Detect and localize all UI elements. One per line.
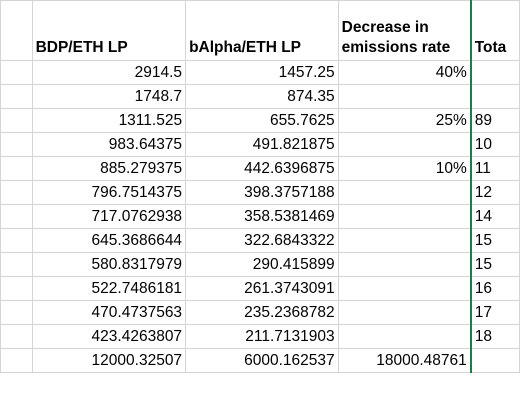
spreadsheet-grid: BDP/ETH LP bAlpha/ETH LP Decrease in emi… [0, 0, 520, 373]
cell-a[interactable] [0, 228, 33, 253]
cell-bdp-eth-lp[interactable]: 580.8317979 [31, 252, 187, 277]
cell-total[interactable]: 15 [469, 228, 520, 253]
cell-balpha-eth-lp[interactable]: 261.3743091 [185, 276, 339, 301]
cell-a[interactable] [0, 348, 33, 373]
table-row: 12000.32507 6000.162537 18000.48761 [0, 348, 520, 373]
cell-a[interactable] [0, 84, 33, 109]
cell-decrease-emissions[interactable] [337, 276, 472, 301]
cell-balpha-eth-lp[interactable]: 322.6843322 [185, 228, 339, 253]
table-row: 2914.5 1457.25 40% [0, 60, 520, 85]
cell-a[interactable] [0, 132, 33, 157]
cell-balpha-eth-lp[interactable]: 398.3757188 [185, 180, 339, 205]
cell-total[interactable]: 14 [469, 204, 520, 229]
cell-bdp-eth-lp[interactable]: 645.3686644 [31, 228, 187, 253]
table-row: 885.279375 442.6396875 10% 11 [0, 156, 520, 181]
header-bdp-eth-lp[interactable]: BDP/ETH LP [31, 0, 187, 61]
cell-decrease-emissions[interactable]: 40% [337, 60, 472, 85]
cell-total[interactable]: 11 [469, 156, 520, 181]
cell-decrease-emissions[interactable]: 18000.48761 [337, 348, 472, 373]
cell-total[interactable] [469, 84, 520, 109]
table-row: 983.64375 491.821875 10 [0, 132, 520, 157]
cell-decrease-emissions[interactable] [337, 204, 472, 229]
cell-bdp-eth-lp[interactable]: 522.7486181 [31, 276, 187, 301]
cell-decrease-emissions[interactable] [337, 84, 472, 109]
cell-balpha-eth-lp[interactable]: 290.415899 [185, 252, 339, 277]
table-row: 470.4737563 235.2368782 17 [0, 300, 520, 325]
cell-bdp-eth-lp[interactable]: 1748.7 [31, 84, 187, 109]
cell-a[interactable] [0, 252, 33, 277]
table-row: 645.3686644 322.6843322 15 [0, 228, 520, 253]
cell-balpha-eth-lp[interactable]: 358.5381469 [185, 204, 339, 229]
cell-a[interactable] [0, 60, 33, 85]
cell-a[interactable] [0, 300, 33, 325]
cell-a[interactable] [0, 324, 33, 349]
table-row: 796.7514375 398.3757188 12 [0, 180, 520, 205]
cell-a-header[interactable] [0, 0, 33, 61]
cell-total[interactable]: 16 [469, 276, 520, 301]
cell-balpha-eth-lp[interactable]: 235.2368782 [185, 300, 339, 325]
cell-bdp-eth-lp[interactable]: 983.64375 [31, 132, 187, 157]
header-balpha-eth-lp[interactable]: bAlpha/ETH LP [185, 0, 339, 61]
cell-bdp-eth-lp[interactable]: 2914.5 [31, 60, 187, 85]
table-row: 717.0762938 358.5381469 14 [0, 204, 520, 229]
cell-a[interactable] [0, 156, 33, 181]
cell-total[interactable] [469, 60, 520, 85]
cell-total[interactable]: 17 [469, 300, 520, 325]
header-total[interactable]: Tota [469, 0, 520, 61]
cell-bdp-eth-lp[interactable]: 717.0762938 [31, 204, 187, 229]
cell-a[interactable] [0, 276, 33, 301]
cell-total[interactable]: 15 [469, 252, 520, 277]
cell-bdp-eth-lp[interactable]: 423.4263807 [31, 324, 187, 349]
cell-balpha-eth-lp[interactable]: 1457.25 [185, 60, 339, 85]
table-row: 580.8317979 290.415899 15 [0, 252, 520, 277]
cell-decrease-emissions[interactable]: 25% [337, 108, 472, 133]
cell-total[interactable]: 89 [469, 108, 520, 133]
cell-decrease-emissions[interactable] [337, 324, 472, 349]
cell-bdp-eth-lp[interactable]: 796.7514375 [31, 180, 187, 205]
cell-decrease-emissions[interactable] [337, 300, 472, 325]
cell-a[interactable] [0, 204, 33, 229]
header-decrease-emissions-rate[interactable]: Decrease in emissions rate [337, 0, 472, 61]
cell-balpha-eth-lp[interactable]: 874.35 [185, 84, 339, 109]
cell-balpha-eth-lp[interactable]: 6000.162537 [185, 348, 339, 373]
cell-bdp-eth-lp[interactable]: 12000.32507 [31, 348, 187, 373]
cell-total[interactable]: 12 [469, 180, 520, 205]
cell-total[interactable]: 10 [469, 132, 520, 157]
table-row: 423.4263807 211.7131903 18 [0, 324, 520, 349]
cell-decrease-emissions[interactable]: 10% [337, 156, 472, 181]
header-row: BDP/ETH LP bAlpha/ETH LP Decrease in emi… [0, 0, 520, 61]
cell-a[interactable] [0, 180, 33, 205]
cell-decrease-emissions[interactable] [337, 132, 472, 157]
cell-balpha-eth-lp[interactable]: 442.6396875 [185, 156, 339, 181]
cell-a[interactable] [0, 108, 33, 133]
cell-balpha-eth-lp[interactable]: 655.7625 [185, 108, 339, 133]
table-row: 522.7486181 261.3743091 16 [0, 276, 520, 301]
cell-decrease-emissions[interactable] [337, 228, 472, 253]
cell-bdp-eth-lp[interactable]: 885.279375 [31, 156, 187, 181]
cell-total[interactable] [469, 348, 520, 373]
cell-decrease-emissions[interactable] [337, 252, 472, 277]
table-row: 1748.7 874.35 [0, 84, 520, 109]
cell-decrease-emissions[interactable] [337, 180, 472, 205]
cell-balpha-eth-lp[interactable]: 491.821875 [185, 132, 339, 157]
table-row: 1311.525 655.7625 25% 89 [0, 108, 520, 133]
cell-bdp-eth-lp[interactable]: 1311.525 [31, 108, 187, 133]
cell-bdp-eth-lp[interactable]: 470.4737563 [31, 300, 187, 325]
cell-total[interactable]: 18 [469, 324, 520, 349]
cell-balpha-eth-lp[interactable]: 211.7131903 [185, 324, 339, 349]
